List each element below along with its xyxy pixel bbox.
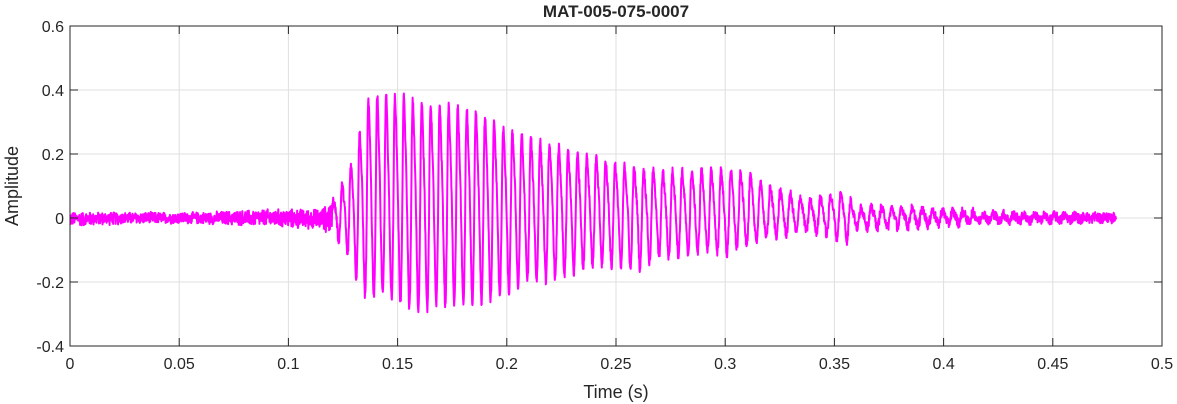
x-axis-ticks: 0 0.05 0.1 0.15 0.2 0.25 0.3 0.35 0.4 0.45 0.5: [66, 26, 1173, 373]
series-line: [69, 92, 1118, 314]
x-tick-label: 0.2: [496, 356, 518, 373]
x-tick-label: 0.4: [932, 356, 954, 373]
x-tick-label: 0: [66, 356, 75, 373]
x-tick-label: 0.35: [819, 356, 850, 373]
y-tick-label: 0: [55, 211, 64, 228]
y-tick-label: -0.4: [36, 339, 64, 356]
x-tick-label: 0.15: [382, 356, 413, 373]
y-tick-label: 0.4: [42, 83, 64, 100]
x-tick-label: 0.45: [1037, 356, 1068, 373]
y-axis-label: Amplitude: [2, 146, 22, 226]
x-tick-label: 0.5: [1151, 356, 1173, 373]
y-tick-label: 0.6: [42, 19, 64, 36]
chart-title: MAT-005-075-0007: [543, 2, 689, 21]
x-tick-label: 0.25: [600, 356, 631, 373]
x-axis-label: Time (s): [583, 382, 648, 402]
x-tick-label: 0.05: [164, 356, 195, 373]
y-axis-ticks: -0.4 -0.2 0 0.2 0.4 0.6: [36, 19, 1162, 356]
x-tick-label: 0.3: [714, 356, 736, 373]
y-tick-label: -0.2: [36, 275, 64, 292]
x-tick-label: 0.1: [277, 356, 299, 373]
y-tick-label: 0.2: [42, 147, 64, 164]
